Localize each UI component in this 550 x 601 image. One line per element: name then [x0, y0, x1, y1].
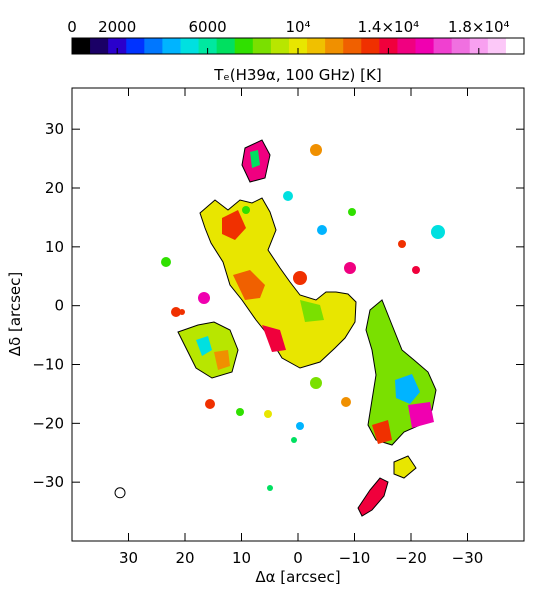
colorbar-swatch: [198, 38, 218, 54]
emission-clump: [236, 408, 244, 416]
emission-clump: [198, 292, 210, 304]
colorbar-title: Tₑ(H39α, 100 GHz) [K]: [213, 66, 381, 84]
emission-cool-patch: [300, 300, 324, 322]
emission-clump: [348, 208, 356, 216]
colorbar-swatch: [234, 38, 254, 54]
colorbar-swatch: [379, 38, 398, 54]
colorbar-swatch: [216, 38, 236, 54]
x-axis-label: Δα [arcsec]: [255, 568, 340, 586]
colorbar-tick-label: 10⁴: [285, 18, 310, 36]
emission-clump: [205, 399, 215, 409]
colorbar-swatch: [307, 38, 326, 54]
emission-clump: [412, 266, 420, 274]
emission-clump: [310, 377, 322, 389]
colorbar-swatch: [72, 38, 91, 54]
emission-clump: [398, 240, 406, 248]
y-tick-label: 10: [45, 238, 64, 256]
x-tick-label: −10: [339, 549, 371, 567]
emission-clump: [283, 191, 293, 201]
emission-cool-patch: [196, 336, 212, 356]
emission-clump: [310, 144, 322, 156]
emission-hotspot: [408, 402, 434, 428]
emission-clump: [431, 225, 445, 239]
colorbar-swatch: [288, 38, 308, 54]
emission-hotspot: [222, 210, 246, 240]
y-tick-label: 30: [45, 120, 64, 138]
y-tick-label: −30: [32, 473, 64, 491]
colorbar-swatch: [325, 38, 344, 54]
x-tick-label: −20: [395, 549, 427, 567]
colorbar-swatch: [487, 38, 507, 54]
colorbar-ticks: 0 2000 6000 10⁴ 1.4×10⁴ 1.8×10⁴: [67, 18, 510, 54]
colorbar-swatch: [415, 38, 435, 54]
emission-clump: [293, 271, 307, 285]
emission-hotspot: [372, 420, 392, 444]
colorbar-swatch: [361, 38, 380, 54]
colorbar-swatch: [90, 38, 109, 54]
x-axis-ticks: 30 20 10 0 −10 −20 −30: [119, 88, 483, 567]
y-tick-label: −10: [32, 356, 64, 374]
y-axis-label: Δδ [arcsec]: [6, 272, 24, 356]
emission-clump: [317, 225, 327, 235]
x-tick-label: 20: [175, 549, 194, 567]
colorbar-tick-label: 2000: [98, 18, 136, 36]
colorbar-swatch: [343, 38, 362, 54]
temperature-map: [161, 139, 445, 517]
colorbar-swatch: [180, 38, 200, 54]
emission-clump: [291, 437, 297, 443]
emission-clump: [344, 262, 356, 274]
colorbar-swatch: [252, 38, 272, 54]
beam-ellipse: [114, 487, 126, 499]
emission-clump: [179, 309, 185, 315]
emission-hotspot: [214, 350, 230, 370]
emission-region-south: [393, 455, 417, 479]
emission-cool-patch: [250, 150, 260, 168]
y-tick-label: −20: [32, 414, 64, 432]
emission-clump: [264, 410, 272, 418]
x-tick-label: 10: [232, 549, 251, 567]
emission-hotspot: [262, 325, 286, 352]
x-tick-label: −30: [452, 549, 484, 567]
emission-clump: [267, 485, 273, 491]
colorbar-swatch: [162, 38, 181, 54]
colorbar-tick-label: 6000: [189, 18, 227, 36]
colorbar-swatch: [108, 38, 127, 54]
colorbar-tick-label: 0: [67, 18, 77, 36]
colorbar-swatch: [144, 38, 163, 54]
colorbar-swatch: [270, 38, 290, 54]
colorbar-swatch: [397, 38, 417, 54]
colorbar-tick-label: 1.8×10⁴: [448, 18, 510, 36]
colorbar: 0 2000 6000 10⁴ 1.4×10⁴ 1.8×10⁴ Tₑ(H39α, 100 …: [67, 18, 525, 84]
emission-clump: [171, 307, 181, 317]
colorbar-swatch: [433, 38, 453, 54]
emission-region-south: [357, 477, 389, 517]
emission-clump: [242, 206, 250, 214]
colorbar-swatch: [469, 38, 489, 54]
emission-clump: [296, 422, 304, 430]
x-tick-label: 0: [293, 549, 303, 567]
y-tick-label: 20: [45, 179, 64, 197]
colorbar-swatch: [126, 38, 145, 54]
emission-clump: [161, 257, 171, 267]
emission-cool-patch: [395, 374, 420, 404]
colorbar-swatch: [505, 38, 525, 54]
colorbar-swatch: [451, 38, 471, 54]
emission-hotspot: [233, 270, 265, 300]
colorbar-swatches: [72, 38, 525, 54]
emission-clump: [341, 397, 351, 407]
y-axis-ticks: 30 20 10 0 −10 −20 −30: [32, 120, 524, 491]
x-tick-label: 30: [119, 549, 138, 567]
y-tick-label: 0: [54, 297, 64, 315]
colorbar-tick-label: 1.4×10⁴: [358, 18, 420, 36]
emission-region-ridge: [199, 197, 357, 369]
